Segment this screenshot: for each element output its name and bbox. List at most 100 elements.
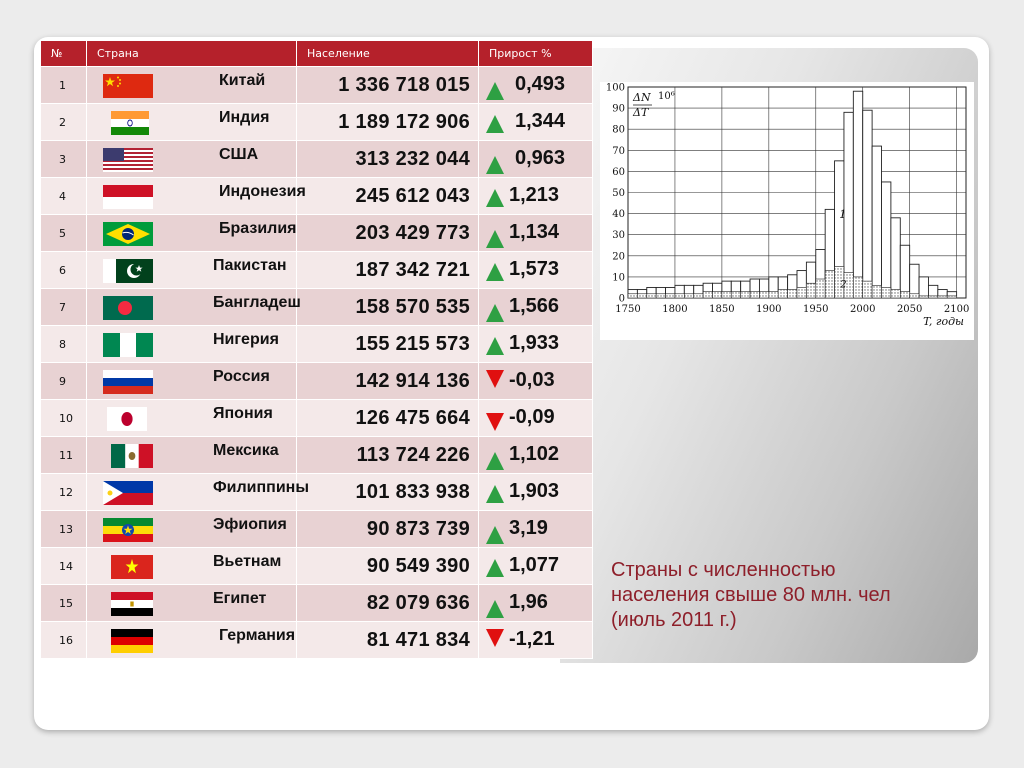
bar-series-1: [890, 217, 901, 299]
country-name: Вьетнам: [213, 553, 282, 570]
growth-cell: 1,903: [478, 473, 593, 511]
table-row: 4 Индонезия 245 612 043 1,213: [40, 177, 593, 215]
table-row: 6 Пакистан 187 342 721 1,573: [40, 251, 593, 289]
population-value: 187 342 721: [296, 251, 479, 289]
x-tick-label: 1850: [709, 304, 734, 315]
bar-series-2: [674, 293, 685, 299]
growth-cell: 1,077: [478, 547, 593, 585]
up-arrow-icon: [485, 188, 505, 208]
egypt-flag-icon: [111, 592, 153, 616]
up-arrow-icon: [485, 451, 505, 471]
growth-value: 1,96: [509, 591, 548, 613]
usa-flag-icon: [103, 148, 153, 172]
y-tick-label: 40: [612, 209, 625, 220]
growth-cell: 1,344: [478, 103, 593, 141]
country-name: Китай: [219, 72, 266, 89]
bar-series-2: [637, 293, 648, 299]
up-arrow-icon: [485, 262, 505, 282]
bar-series-2: [918, 295, 929, 299]
bar-series-2: [693, 293, 704, 299]
row-number: 15: [40, 584, 87, 622]
growth-value: -0,09: [509, 406, 555, 428]
x-tick-label: 2000: [850, 304, 875, 315]
bar-series-2: [684, 293, 695, 299]
y-axis-label-top: ΔN: [632, 91, 651, 104]
bar-series-1: [843, 111, 854, 299]
population-value: 313 232 044: [296, 140, 479, 178]
china-flag-icon: [103, 74, 153, 98]
country-name: Индонезия: [219, 183, 306, 200]
up-arrow-icon: [485, 484, 505, 504]
population-value: 113 724 226: [296, 436, 479, 474]
country-name: Пакистан: [213, 257, 287, 274]
country-cell: Германия: [86, 621, 297, 659]
vietnam-flag-icon: [111, 555, 153, 579]
country-cell: Индонезия: [86, 177, 306, 215]
y-tick-label: 90: [612, 104, 625, 115]
caption-line-3: (июль 2011 г.): [611, 609, 737, 631]
row-number: 4: [40, 177, 87, 215]
country-cell: Россия: [86, 362, 297, 400]
growth-cell: 0,493: [478, 66, 593, 104]
table-row: 13 Эфиопия 90 873 739 3,19: [40, 510, 593, 548]
x-tick-label: 2100: [944, 304, 969, 315]
brazil-flag-icon: [103, 222, 153, 246]
bar-series-2: [937, 295, 948, 299]
population-value: 101 833 938: [296, 473, 479, 511]
growth-cell: -0,03: [478, 362, 593, 400]
population-table: № Страна Население Прирост % 1 Китай 1 336…: [40, 40, 593, 659]
bar-series-1: [852, 90, 864, 299]
growth-value: 1,573: [509, 258, 560, 280]
bar-series-2: [655, 293, 666, 299]
bar-series-2: [665, 293, 676, 299]
series-2-label: 2: [839, 279, 846, 290]
row-number: 5: [40, 214, 87, 252]
country-cell: Нигерия: [86, 325, 297, 363]
x-tick-label: 1950: [803, 304, 828, 315]
row-number: 12: [40, 473, 87, 511]
bar-series-1: [881, 181, 892, 299]
header-population: Население: [296, 40, 479, 67]
growth-value: 1,077: [509, 554, 560, 576]
growth-value: 1,933: [509, 332, 560, 354]
row-number: 13: [40, 510, 87, 548]
table-row: 16 Германия 81 471 834 -1,21: [40, 621, 593, 659]
x-axis-label: T, годы: [923, 315, 964, 328]
growth-cell: 1,573: [478, 251, 593, 289]
table-row: 3 США 313 232 044 0,963: [40, 140, 593, 178]
country-name: Бразилия: [219, 220, 297, 237]
country-name: Индия: [219, 109, 270, 126]
up-arrow-icon: [485, 229, 505, 249]
country-cell: Мексика: [86, 436, 297, 474]
table-row: 8 Нигерия 155 215 573 1,933: [40, 325, 593, 363]
row-number: 8: [40, 325, 87, 363]
philippines-flag-icon: [103, 481, 153, 505]
population-value: 158 570 535: [296, 288, 479, 326]
bar-series-2: [740, 291, 751, 299]
row-number: 3: [40, 140, 87, 178]
bar-series-2: [909, 293, 920, 299]
row-number: 11: [40, 436, 87, 474]
country-name: Мексика: [213, 442, 279, 459]
growth-value: 1,213: [509, 184, 560, 206]
bar-series-1: [871, 145, 882, 299]
table-row: 15 Египет 82 079 636 1,96: [40, 584, 593, 622]
row-number: 2: [40, 103, 87, 141]
country-cell: США: [86, 140, 297, 178]
growth-value: 1,134: [509, 221, 560, 243]
table-row: 12 Филиппины 101 833 938 1,903: [40, 473, 593, 511]
x-tick-label: 2050: [897, 304, 922, 315]
bar-series-2: [721, 291, 732, 299]
up-arrow-icon: [485, 81, 505, 101]
growth-value: 1,102: [509, 443, 560, 465]
ethiopia-flag-icon: [103, 518, 153, 542]
table-row: 2 Индия 1 189 172 906 1,344: [40, 103, 593, 141]
chart-svg: 0 10 20 30 40 50 60 70 80 90 100 1750 1800 1850 1900 19…: [606, 83, 969, 329]
country-cell: Индия: [86, 103, 297, 141]
population-value: 245 612 043: [296, 177, 479, 215]
y-tick-label: 50: [612, 188, 625, 199]
bar-series-2: [824, 270, 835, 299]
population-growth-chart: 0 10 20 30 40 50 60 70 80 90 100 1750 1800 1850 1900 19…: [600, 82, 974, 340]
y-tick-label: 100: [606, 83, 625, 94]
series-1-label: 1: [839, 208, 846, 221]
